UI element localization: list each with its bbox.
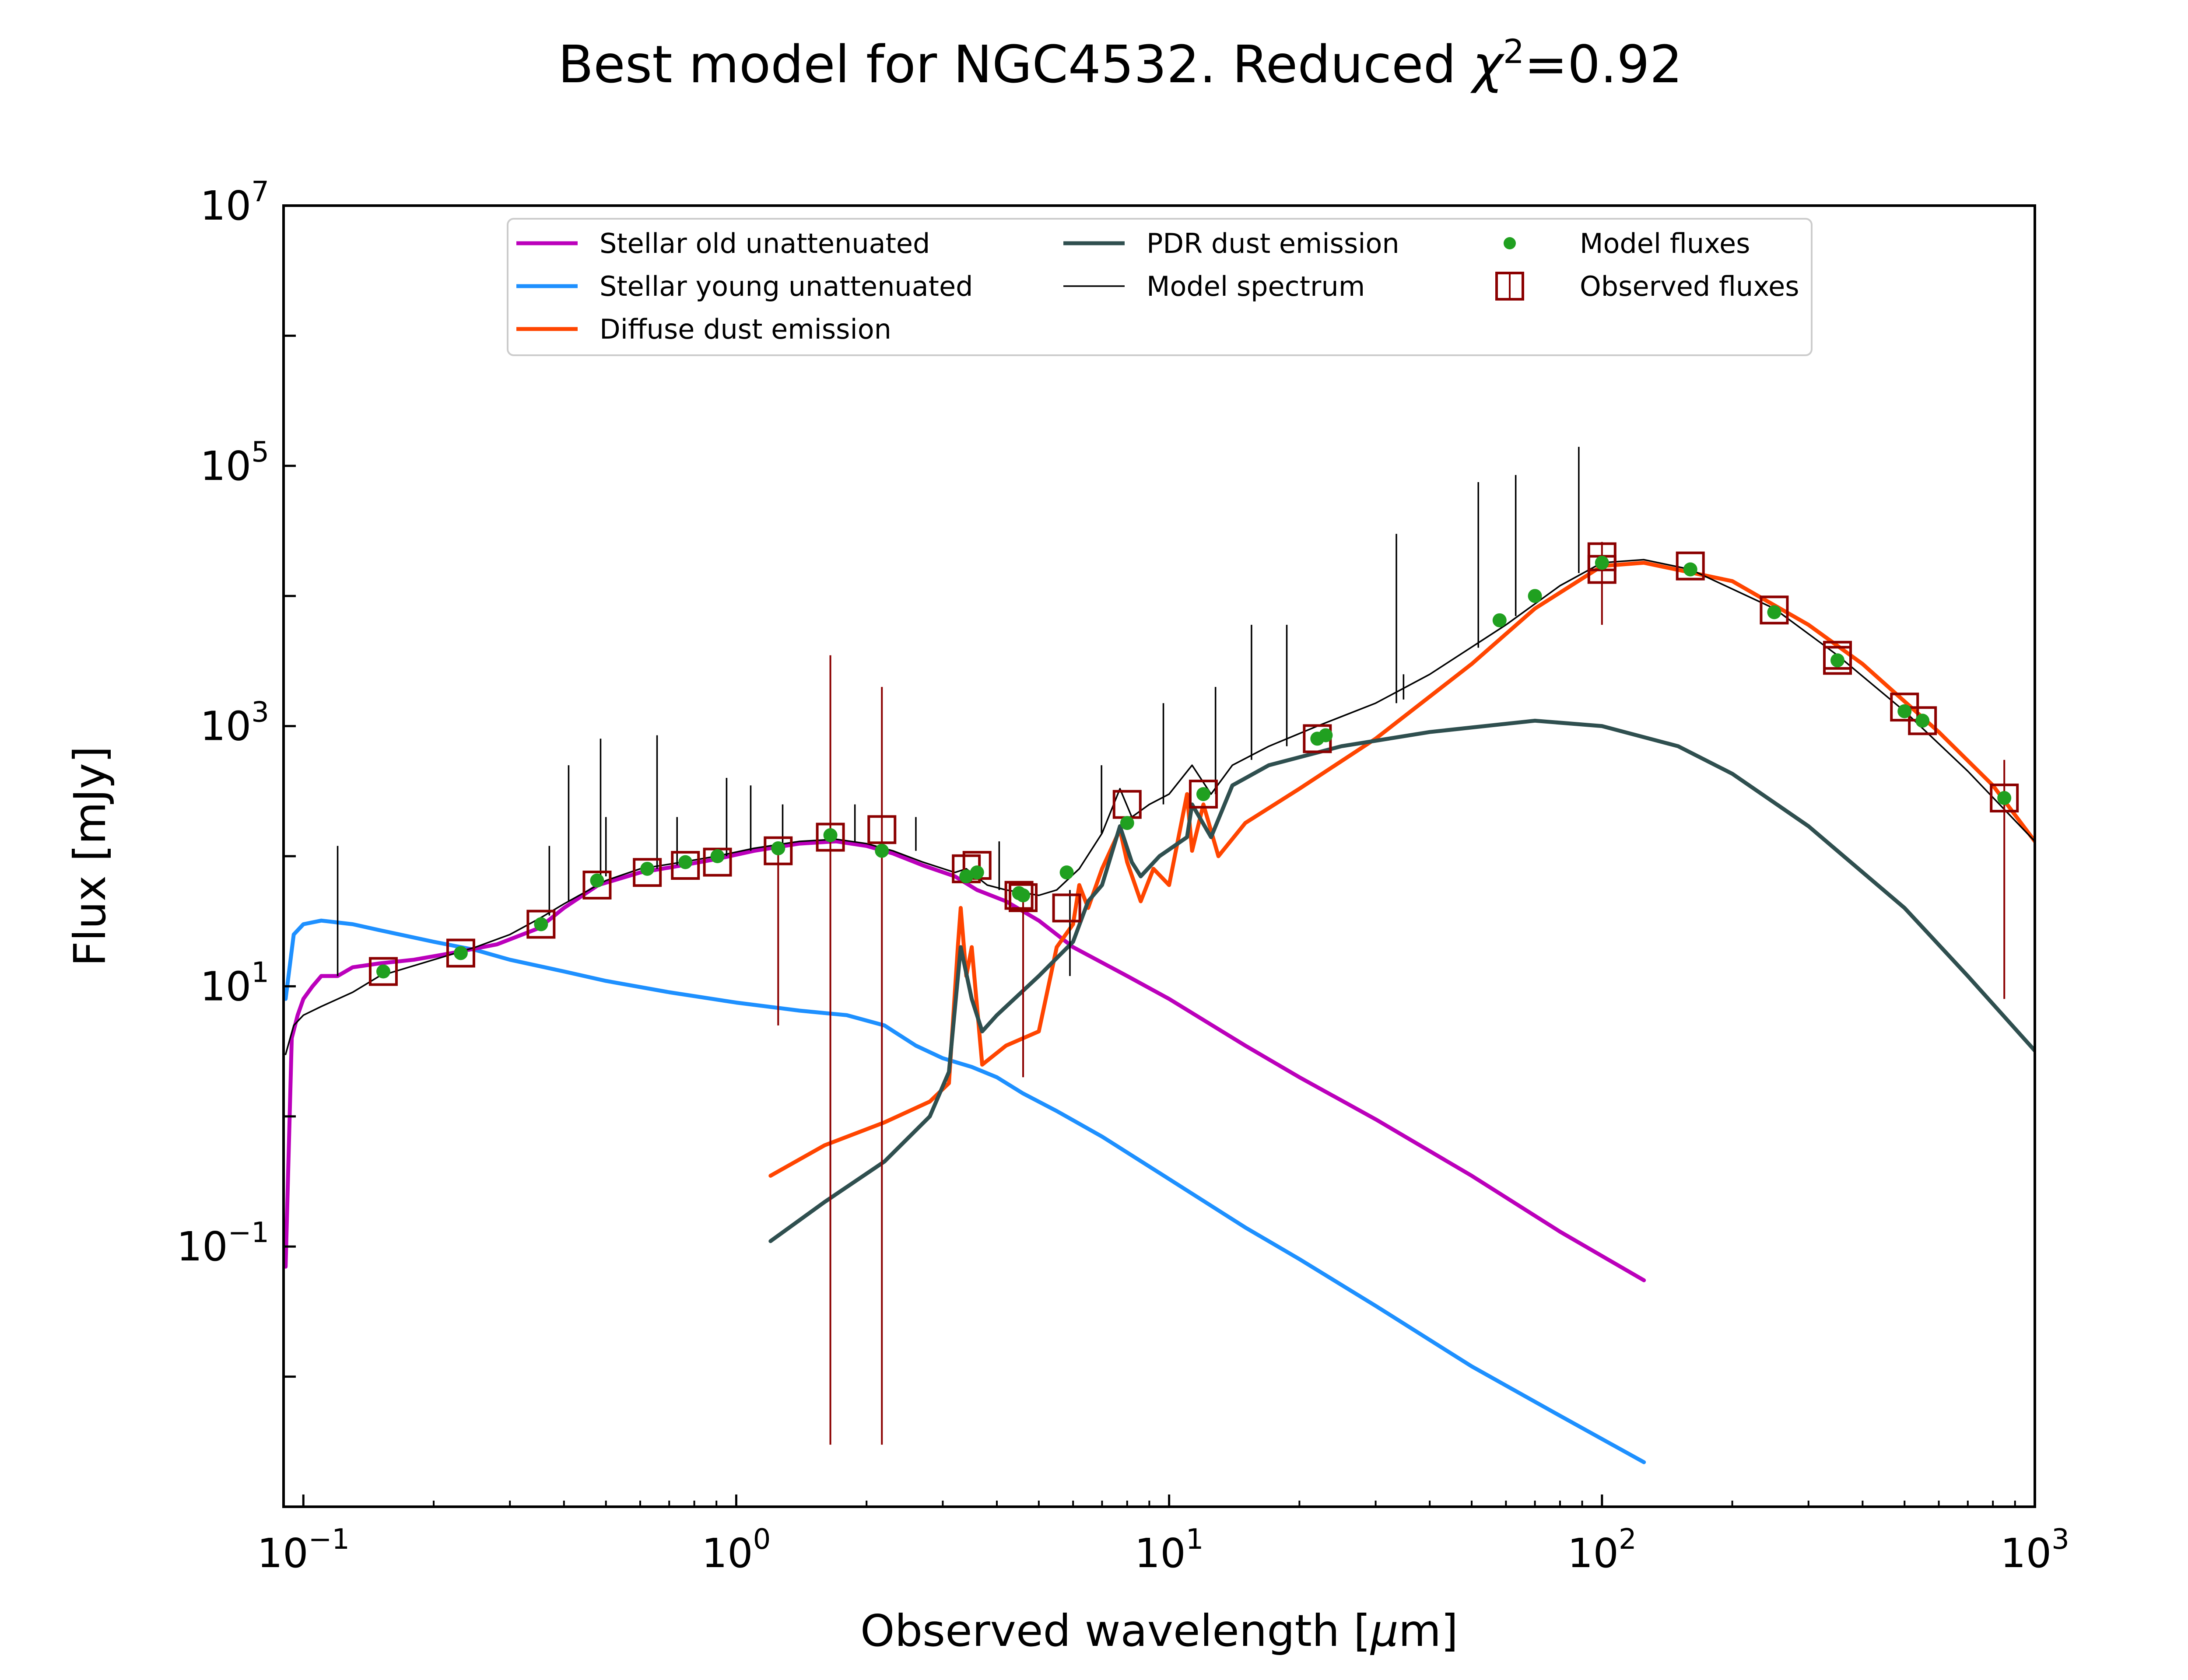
- legend-label: Model spectrum: [1147, 270, 1365, 302]
- y-tick-label: 103: [200, 696, 269, 750]
- legend-label: Stellar old unattenuated: [600, 228, 930, 259]
- observed-flux-marker: [1009, 883, 1038, 912]
- observed-flux-marker: [633, 858, 662, 887]
- series-line-young: [284, 918, 1646, 1464]
- observed-flux-marker: [671, 850, 700, 880]
- observed-flux-marker: [816, 822, 845, 852]
- legend-label: Stellar young unattenuated: [600, 270, 973, 302]
- legend-label: Diffuse dust emission: [600, 313, 891, 345]
- y-axis-label: Flux [mJy]: [64, 746, 116, 966]
- y-tick-label: 105: [200, 436, 269, 490]
- observed-flux-marker: [526, 910, 556, 939]
- model-flux-point: [678, 855, 693, 869]
- model-flux-point: [590, 873, 604, 888]
- legend-frame: [507, 218, 1813, 356]
- x-tick-label: 100: [702, 1523, 771, 1577]
- x-tick-label: 102: [1567, 1523, 1637, 1577]
- legend-item-diffuse: Diffuse dust emission: [516, 313, 891, 345]
- legend-item-young: Stellar young unattenuated: [516, 270, 973, 302]
- model-flux-point: [1492, 613, 1507, 627]
- observed-flux-marker: [1676, 551, 1705, 581]
- model-flux-point: [1528, 589, 1542, 603]
- model-flux-point: [1016, 888, 1031, 903]
- observed-flux-marker: [1760, 595, 1789, 625]
- model-flux-point: [376, 964, 390, 979]
- chart-title: Best model for NGC4532. Reduced χ2=0.92: [558, 32, 1683, 94]
- model-flux-point: [1196, 787, 1210, 802]
- observed-flux-marker: [1823, 646, 1852, 675]
- plot-area: 10−1 100 101 102 103 10−1 101 103 105 107: [177, 176, 2069, 1577]
- series-layer: [284, 447, 2035, 1464]
- model-flux-point: [1595, 556, 1609, 570]
- x-tick-label: 103: [2000, 1523, 2069, 1577]
- model-flux-point: [1059, 865, 1074, 880]
- observed-flux-marker: [1004, 881, 1034, 910]
- model-flux-point: [970, 865, 984, 880]
- legend: Stellar old unattenuated Stellar young un…: [507, 218, 1813, 356]
- legend-label: Observed fluxes: [1580, 270, 1799, 302]
- model-flux-point: [1897, 704, 1912, 718]
- observed-flux-marker: [446, 938, 475, 968]
- observed-flux-marker: [703, 847, 732, 877]
- observed-flux-marker: [867, 815, 897, 844]
- model-flux-point: [1683, 562, 1697, 577]
- series-line-diffuse: [768, 560, 2035, 1178]
- legend-label: PDR dust emission: [1147, 228, 1399, 259]
- observed-flux-marker: [1189, 780, 1218, 809]
- observed-flux-marker: [1908, 706, 1937, 735]
- model-flux-point: [1830, 653, 1844, 668]
- x-tick-label: 10−1: [257, 1523, 350, 1577]
- axis-ticks: 10−1 100 101 102 103 10−1 101 103 105 107: [177, 176, 2069, 1577]
- legend-item-pdr: PDR dust emission: [1063, 228, 1399, 259]
- points-layer: [368, 542, 2019, 1445]
- model-flux-point: [771, 841, 785, 855]
- legend-swatch: [1504, 237, 1516, 249]
- series-line-model: [284, 559, 2035, 1055]
- series-line-old: [284, 839, 1646, 1282]
- legend-label: Model fluxes: [1580, 228, 1750, 259]
- model-flux-point: [1767, 605, 1781, 620]
- model-flux-point: [1318, 728, 1333, 742]
- model-flux-point: [823, 828, 838, 843]
- legend-item-observed: Observed fluxes: [1495, 270, 1799, 302]
- model-flux-point: [640, 861, 655, 876]
- model-flux-point: [1915, 714, 1930, 728]
- y-tick-label: 107: [200, 176, 269, 229]
- model-flux-point: [710, 849, 725, 863]
- observed-flux-marker: [582, 870, 612, 900]
- observed-flux-marker: [764, 836, 793, 865]
- observed-flux-marker: [1052, 893, 1081, 923]
- model-flux-point: [534, 917, 548, 931]
- y-tick-label: 10−1: [177, 1217, 269, 1270]
- series-line-pdr: [768, 718, 2035, 1243]
- model-flux-point: [875, 844, 889, 858]
- model-flux-point: [1120, 816, 1134, 830]
- observed-flux-marker: [1990, 784, 2019, 813]
- x-axis-label: Observed wavelength [μm]: [860, 1605, 1458, 1656]
- legend-item-model: Model spectrum: [1063, 270, 1365, 302]
- model-flux-point: [1997, 791, 2012, 805]
- observed-flux-marker: [368, 957, 398, 986]
- model-flux-point: [959, 869, 974, 884]
- model-flux-point: [453, 946, 468, 960]
- y-tick-label: 101: [200, 956, 269, 1010]
- x-tick-label: 101: [1135, 1523, 1204, 1577]
- legend-item-model_fluxes: Model fluxes: [1504, 228, 1750, 259]
- legend-item-old: Stellar old unattenuated: [516, 228, 930, 259]
